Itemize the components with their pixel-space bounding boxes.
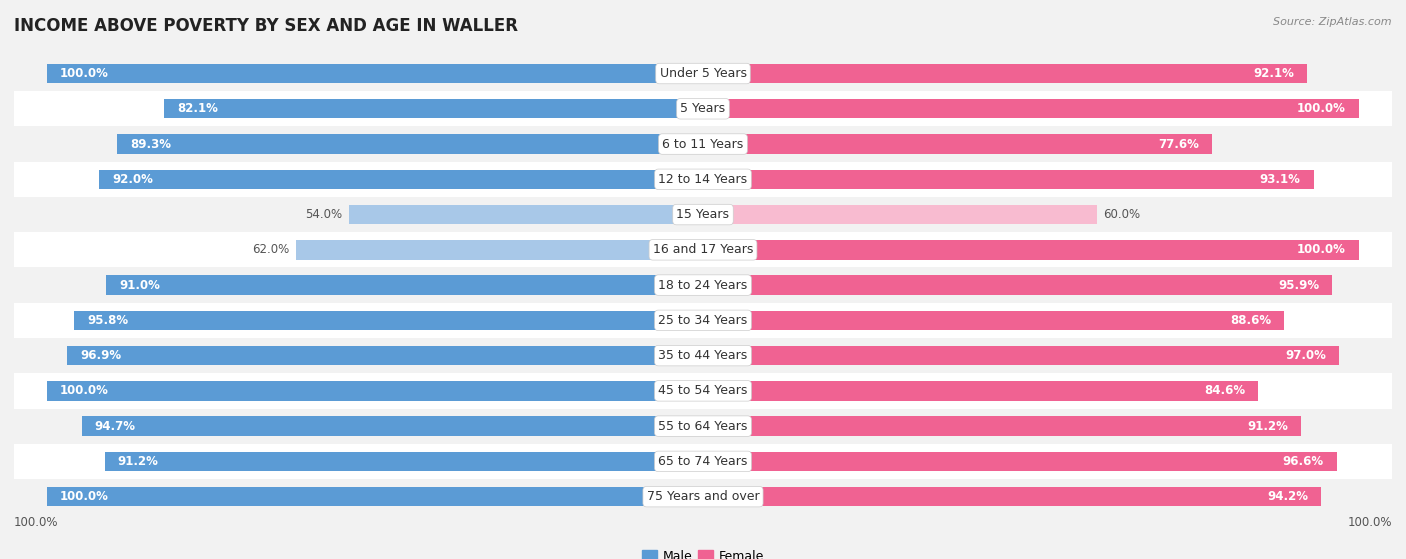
Bar [349,205,703,224]
Text: 88.6%: 88.6% [1230,314,1271,327]
Text: 94.2%: 94.2% [1267,490,1308,503]
Bar [165,99,703,119]
Text: Under 5 Years: Under 5 Years [659,67,747,80]
Text: 15 Years: 15 Years [676,208,730,221]
Bar [105,276,703,295]
Text: 100.0%: 100.0% [1347,515,1392,529]
Bar [14,303,1392,338]
Bar [14,232,1392,267]
Text: 82.1%: 82.1% [177,102,218,115]
Text: 77.6%: 77.6% [1159,138,1199,150]
Text: Source: ZipAtlas.com: Source: ZipAtlas.com [1274,17,1392,27]
Text: 75 Years and over: 75 Years and over [647,490,759,503]
Text: 25 to 34 Years: 25 to 34 Years [658,314,748,327]
Bar [117,134,703,154]
Text: 60.0%: 60.0% [1104,208,1140,221]
Text: 6 to 11 Years: 6 to 11 Years [662,138,744,150]
Bar [14,338,1392,373]
Text: INCOME ABOVE POVERTY BY SEX AND AGE IN WALLER: INCOME ABOVE POVERTY BY SEX AND AGE IN W… [14,17,517,35]
Bar [703,452,1337,471]
Text: 12 to 14 Years: 12 to 14 Years [658,173,748,186]
Bar [703,311,1284,330]
Bar [703,64,1308,83]
Legend: Male, Female: Male, Female [637,544,769,559]
Text: 45 to 54 Years: 45 to 54 Years [658,385,748,397]
Bar [14,91,1392,126]
Bar [82,416,703,436]
Text: 91.0%: 91.0% [120,278,160,292]
Text: 100.0%: 100.0% [1298,243,1346,257]
Bar [703,134,1212,154]
Text: 84.6%: 84.6% [1204,385,1244,397]
Bar [703,240,1360,259]
Bar [703,276,1333,295]
Text: 92.1%: 92.1% [1253,67,1294,80]
Bar [703,169,1313,189]
Text: 94.7%: 94.7% [94,420,136,433]
Text: 18 to 24 Years: 18 to 24 Years [658,278,748,292]
Text: 100.0%: 100.0% [60,67,108,80]
Text: 100.0%: 100.0% [1298,102,1346,115]
Text: 96.6%: 96.6% [1282,455,1323,468]
Bar [14,444,1392,479]
Bar [14,479,1392,514]
Bar [14,126,1392,162]
Text: 54.0%: 54.0% [305,208,342,221]
Text: 95.9%: 95.9% [1278,278,1319,292]
Bar [703,381,1258,401]
Bar [100,169,703,189]
Text: 91.2%: 91.2% [118,455,159,468]
Bar [14,197,1392,232]
Text: 97.0%: 97.0% [1285,349,1326,362]
Bar [14,56,1392,91]
Text: 62.0%: 62.0% [253,243,290,257]
Text: 92.0%: 92.0% [112,173,153,186]
Bar [46,487,703,506]
Bar [703,416,1302,436]
Text: 5 Years: 5 Years [681,102,725,115]
Bar [104,452,703,471]
Bar [14,162,1392,197]
Bar [46,64,703,83]
Bar [297,240,703,259]
Text: 100.0%: 100.0% [60,490,108,503]
Text: 55 to 64 Years: 55 to 64 Years [658,420,748,433]
Text: 89.3%: 89.3% [131,138,172,150]
Bar [46,381,703,401]
Text: 96.9%: 96.9% [80,349,121,362]
Text: 100.0%: 100.0% [14,515,59,529]
Text: 65 to 74 Years: 65 to 74 Years [658,455,748,468]
Text: 16 and 17 Years: 16 and 17 Years [652,243,754,257]
Bar [14,409,1392,444]
Text: 91.2%: 91.2% [1247,420,1288,433]
Text: 95.8%: 95.8% [87,314,129,327]
Bar [703,487,1322,506]
Text: 93.1%: 93.1% [1260,173,1301,186]
Text: 35 to 44 Years: 35 to 44 Years [658,349,748,362]
Text: 100.0%: 100.0% [60,385,108,397]
Bar [703,99,1360,119]
Bar [75,311,703,330]
Bar [14,267,1392,303]
Bar [67,346,703,366]
Bar [703,205,1097,224]
Bar [703,346,1340,366]
Bar [14,373,1392,409]
